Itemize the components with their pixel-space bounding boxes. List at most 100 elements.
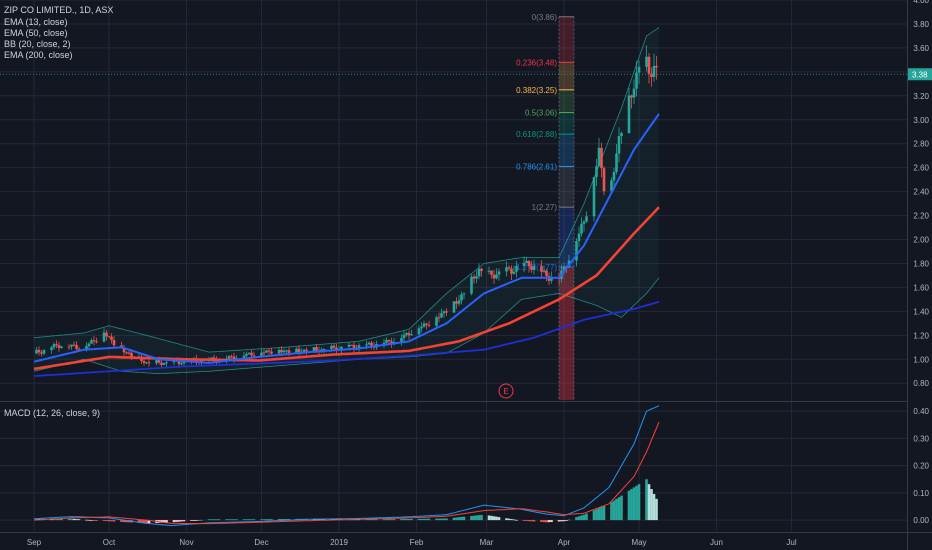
macd-histogram-bar xyxy=(600,507,603,521)
macd-histogram-bar xyxy=(557,520,561,522)
signal-line xyxy=(33,421,660,525)
macd-histogram-bar xyxy=(247,519,251,521)
macd-histogram-bar xyxy=(550,520,553,522)
macd-histogram-bar xyxy=(227,519,231,521)
macd-histogram-bar xyxy=(145,520,148,524)
macd-histogram-bar xyxy=(232,519,236,521)
candle-body xyxy=(650,73,653,77)
candle-body xyxy=(332,345,336,348)
candle-body xyxy=(490,270,493,275)
candle-body xyxy=(245,354,248,356)
candle-body xyxy=(632,88,636,98)
candle-body xyxy=(232,356,236,360)
macd-histogram-bar xyxy=(260,519,263,521)
candle-body xyxy=(612,171,616,181)
macd-histogram-bar xyxy=(492,516,496,521)
candle-body xyxy=(260,352,263,357)
bb-upper-line xyxy=(33,27,660,353)
macd-title[interactable]: MACD (12, 26, close, 9) xyxy=(4,408,100,418)
candle-body xyxy=(37,349,41,353)
macd-histogram-bar xyxy=(382,519,386,521)
fib-zone xyxy=(559,62,574,90)
macd-histogram-bar xyxy=(282,519,286,521)
symbol-title[interactable]: ZIP CO LIMITED., 1D, ASX xyxy=(4,5,113,15)
fib-level-label: 0.618(2.88) xyxy=(516,130,557,139)
macd-histogram-bar xyxy=(647,484,651,521)
macd-histogram-bar xyxy=(92,520,96,521)
price-tick-label: 2.20 xyxy=(913,212,929,221)
macd-tick-label: 0.30 xyxy=(913,434,929,443)
macd-histogram-bar xyxy=(190,520,193,521)
macd-histogram-bar xyxy=(270,519,273,521)
candle-body xyxy=(635,72,638,89)
candle-body xyxy=(480,268,483,271)
macd-histogram-bar xyxy=(452,517,456,521)
macd-histogram-bar xyxy=(225,519,228,521)
time-tick-label: Jul xyxy=(786,538,796,547)
macd-histogram-bar xyxy=(105,520,108,522)
candle-body xyxy=(452,301,456,313)
macd-tick-label: 0.10 xyxy=(913,489,929,498)
macd-histogram-bar xyxy=(265,519,268,521)
macd-histogram-bar xyxy=(110,520,113,522)
time-tick-label: Nov xyxy=(179,538,193,547)
candle-body xyxy=(437,317,441,319)
macd-histogram-bar xyxy=(180,520,183,522)
candle-body xyxy=(460,294,463,301)
macd-histogram-bar xyxy=(165,520,168,523)
candle-body xyxy=(70,344,73,347)
macd-histogram-bar xyxy=(620,495,623,521)
macd-histogram-bar xyxy=(137,520,141,523)
macd-histogram-bar xyxy=(102,520,106,521)
macd-histogram-bar xyxy=(460,516,463,521)
macd-histogram-bar xyxy=(392,519,396,521)
fibonacci-retracement[interactable]: 0(3.86) 0.236(3.48) 0.382(3.25) 0.5(3.06) 0.… xyxy=(516,13,575,400)
macd-histogram-bar xyxy=(512,519,516,521)
candle-body xyxy=(302,349,306,352)
legend-bb[interactable]: BB (20, close, 2) xyxy=(4,39,71,49)
legend-ema13[interactable]: EMA (13, close) xyxy=(4,17,68,27)
macd-tick-label: 0.40 xyxy=(913,407,929,416)
macd-histogram-bar xyxy=(250,519,253,521)
candle-body xyxy=(280,349,283,353)
macd-histogram-bar xyxy=(437,518,441,521)
candle-body xyxy=(95,341,98,343)
macd-histogram-bar xyxy=(322,518,326,521)
earnings-event-label: E xyxy=(503,387,508,396)
legend-ema50[interactable]: EMA (50, close) xyxy=(4,28,68,38)
macd-histogram-bar xyxy=(87,519,91,521)
legend-ema200[interactable]: EMA (200, close) xyxy=(4,50,73,60)
macd-histogram-bar xyxy=(72,518,76,521)
macd-histogram-bar xyxy=(70,518,73,521)
macd-histogram-bar xyxy=(425,518,428,521)
earnings-event-marker[interactable]: E xyxy=(498,383,514,399)
time-tick-label: Mar xyxy=(480,538,494,547)
macd-histogram-bar xyxy=(417,518,421,521)
candle-body xyxy=(155,360,158,364)
macd-histogram-bar xyxy=(567,519,571,521)
candle-body xyxy=(267,350,271,352)
candle-body xyxy=(385,339,388,343)
macd-histogram-bar xyxy=(582,514,586,521)
macd-histogram-bar xyxy=(495,516,498,521)
macd-histogram-bar xyxy=(192,520,196,521)
macd-histogram-bar xyxy=(60,518,63,521)
candle-body xyxy=(50,347,53,351)
macd-histogram-bar xyxy=(635,485,638,521)
candle-body xyxy=(352,344,356,349)
candle-body xyxy=(365,344,368,346)
fib-zone xyxy=(559,207,574,268)
candle-body xyxy=(440,313,443,318)
candle-body xyxy=(422,323,426,327)
candle-body xyxy=(427,324,431,326)
candle-body xyxy=(522,262,526,267)
macd-histogram-bar xyxy=(435,518,438,521)
grid-lines xyxy=(0,0,907,531)
macd-histogram-bar xyxy=(655,498,658,521)
candle-body xyxy=(277,349,281,354)
price-tick-label: 2.60 xyxy=(913,164,929,173)
candle-body xyxy=(340,346,343,350)
